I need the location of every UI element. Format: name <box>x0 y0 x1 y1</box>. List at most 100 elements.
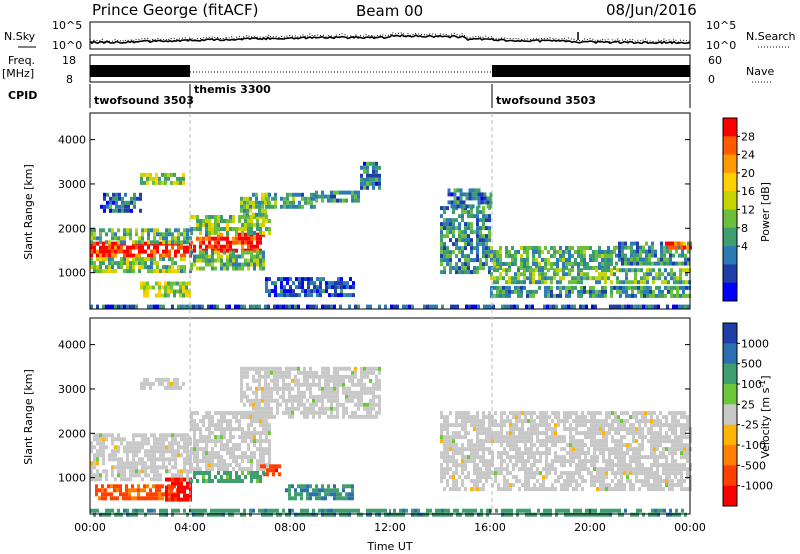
data-cell <box>186 437 189 442</box>
data-cell <box>346 293 349 298</box>
data-cell <box>144 461 147 466</box>
data-cell <box>479 258 482 263</box>
data-cell <box>339 374 342 379</box>
data-cell <box>199 471 202 475</box>
data-cell <box>240 370 243 375</box>
data-cell <box>584 463 587 468</box>
data-cell <box>205 459 208 464</box>
data-cell <box>461 210 464 215</box>
data-cell <box>241 467 244 472</box>
data-cell <box>173 484 176 489</box>
data-cell <box>474 188 478 193</box>
data-cell <box>241 236 244 241</box>
data-cell <box>512 431 515 436</box>
data-cell <box>455 266 458 271</box>
data-cell <box>114 512 117 517</box>
data-cell <box>623 463 626 468</box>
data-cell <box>684 257 687 262</box>
data-cell <box>170 385 173 390</box>
data-cell <box>532 254 535 258</box>
data-cell <box>641 435 644 440</box>
data-cell <box>551 435 554 440</box>
data-cell <box>345 410 348 415</box>
data-cell <box>512 455 515 460</box>
colorbar-tick-label: 25 <box>741 398 755 411</box>
data-cell <box>153 461 156 466</box>
data-cell <box>686 435 689 440</box>
data-cell <box>300 402 303 407</box>
data-cell <box>471 196 475 201</box>
data-cell <box>580 258 583 262</box>
data-cell <box>594 512 597 517</box>
data-cell <box>105 269 108 274</box>
data-cell <box>479 487 482 492</box>
data-cell <box>494 471 497 476</box>
data-cell <box>117 469 120 474</box>
data-cell <box>240 382 243 387</box>
data-cell <box>211 231 214 235</box>
data-cell <box>614 419 617 424</box>
data-cell <box>420 512 423 517</box>
data-cell <box>464 427 467 432</box>
data-cell <box>235 258 238 263</box>
data-cell <box>93 473 96 478</box>
data-cell <box>666 512 669 517</box>
data-cell <box>261 386 264 391</box>
data-cell <box>208 463 211 468</box>
data-cell <box>668 439 671 444</box>
data-cell <box>455 238 458 243</box>
data-cell <box>506 471 509 476</box>
data-cell <box>443 487 446 492</box>
data-cell <box>458 230 461 235</box>
data-cell <box>171 433 174 438</box>
data-cell <box>315 484 318 489</box>
data-cell <box>680 439 683 444</box>
data-cell <box>644 483 647 488</box>
data-cell <box>482 238 485 243</box>
data-cell <box>601 258 604 262</box>
data-cell <box>105 253 108 258</box>
data-cell <box>330 394 333 399</box>
data-cell <box>186 240 189 245</box>
data-cell <box>93 437 96 442</box>
data-cell <box>223 435 226 440</box>
data-cell <box>662 415 665 420</box>
data-cell <box>196 471 199 475</box>
data-cell <box>155 484 158 489</box>
data-cell <box>90 232 93 237</box>
data-cell <box>180 437 183 442</box>
data-cell <box>639 257 642 262</box>
data-cell <box>485 439 488 444</box>
data-cell <box>595 280 598 285</box>
data-cell <box>674 419 677 424</box>
data-cell <box>208 258 211 263</box>
data-cell <box>440 254 443 259</box>
data-cell <box>161 180 164 185</box>
data-cell <box>617 427 620 432</box>
data-cell <box>190 240 193 245</box>
data-cell <box>360 185 363 190</box>
data-cell <box>241 223 244 227</box>
data-cell <box>193 455 196 460</box>
data-cell <box>614 463 617 468</box>
data-cell <box>211 431 214 436</box>
data-cell <box>684 512 687 517</box>
data-cell <box>641 471 644 476</box>
data-cell <box>220 479 223 483</box>
data-cell <box>127 208 130 213</box>
data-cell <box>432 512 435 517</box>
data-cell <box>156 240 159 245</box>
data-cell <box>614 431 617 436</box>
data-cell <box>452 210 455 215</box>
power-ylabel: Slant Range [km] <box>22 164 35 260</box>
data-cell <box>538 268 541 273</box>
data-cell <box>202 471 205 475</box>
data-cell <box>534 512 537 517</box>
data-cell <box>275 464 278 469</box>
data-cell <box>132 240 135 245</box>
data-cell <box>135 240 138 245</box>
data-cell <box>144 453 147 458</box>
data-cell <box>502 262 505 266</box>
data-cell <box>366 370 369 375</box>
data-cell <box>607 246 610 250</box>
